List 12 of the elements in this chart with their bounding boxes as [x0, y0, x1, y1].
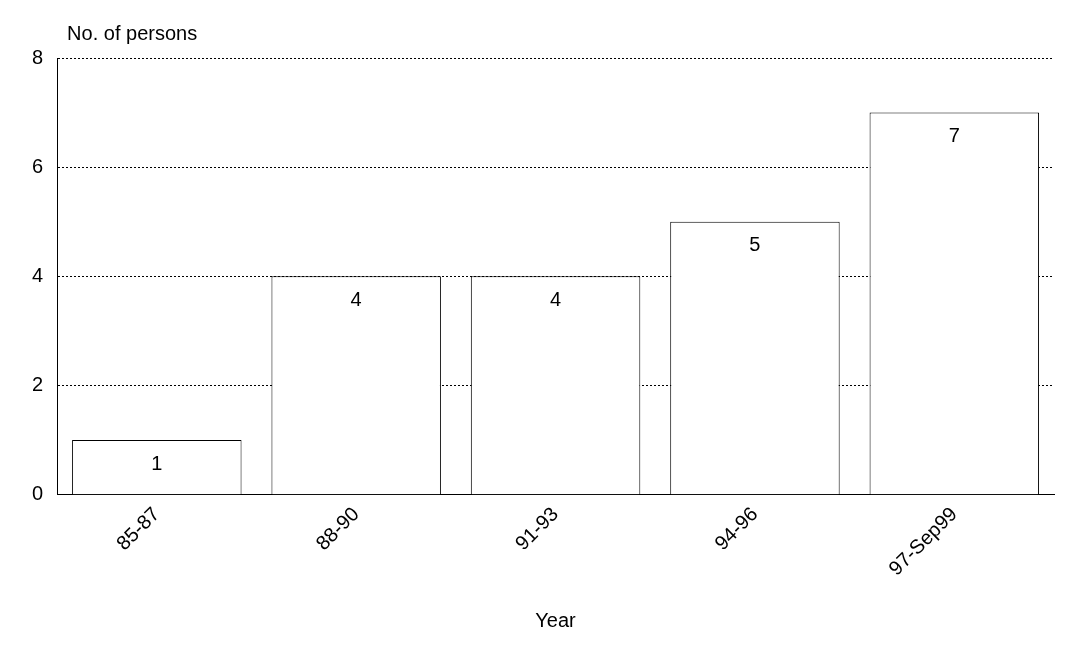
y-tick-label: 2: [32, 373, 44, 396]
data-label: 1: [151, 451, 163, 474]
y-tick-label: 4: [32, 263, 44, 286]
y-tick-label: 8: [32, 45, 44, 68]
data-label: 7: [948, 124, 960, 147]
y-tick-label: 6: [32, 154, 44, 177]
y-tick-label: 0: [32, 482, 44, 505]
y-axis-title: No. of persons: [67, 21, 198, 44]
data-label: 5: [749, 233, 761, 256]
data-label: 4: [550, 287, 562, 310]
data-label: 4: [350, 287, 362, 310]
x-axis-title: Year: [535, 608, 577, 631]
